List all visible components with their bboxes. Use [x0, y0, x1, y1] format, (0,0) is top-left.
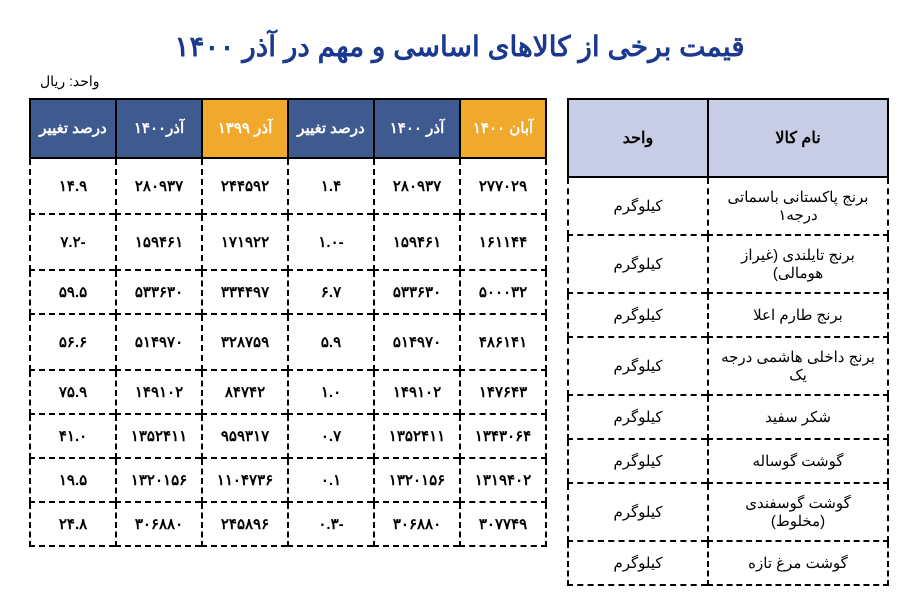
data-cell: ۲۴۴۵۹۲ [202, 158, 288, 214]
item-name: گوشت گوسفندی (مخلوط) [708, 483, 888, 541]
data-cell: ۵۳۳۶۳۰ [116, 270, 202, 314]
item-name: گوشت مرغ تازه [708, 541, 888, 585]
table-row: ۱۴۷۶۴۳۱۴۹۱۰۲۱.۰۸۴۷۴۲۱۴۹۱۰۲۷۵.۹ [30, 370, 546, 414]
table-row: ۳۰۷۷۴۹۳۰۶۸۸۰-۰.۳۲۴۵۸۹۶۳۰۶۸۸۰۲۴.۸ [30, 502, 546, 546]
items-header-name: نام کالا [708, 99, 888, 177]
data-header-1: آذر ۱۴۰۰ [374, 99, 460, 158]
data-cell: ۱.۴ [288, 158, 374, 214]
table-row: ۱۳۴۳۰۶۴۱۳۵۲۴۱۱۰.۷۹۵۹۳۱۷۱۳۵۲۴۱۱۴۱.۰ [30, 414, 546, 458]
table-row: ۴۸۶۱۴۱۵۱۴۹۷۰۵.۹۳۲۸۷۵۹۵۱۴۹۷۰۵۶.۶ [30, 314, 546, 370]
data-cell: ۳۲۸۷۵۹ [202, 314, 288, 370]
data-cell: ۳۰۷۷۴۹ [460, 502, 546, 546]
item-unit: کیلوگرم [568, 541, 708, 585]
tables-container: نام کالا واحد برنج پاکستانی باسماتی درجه… [30, 98, 889, 586]
table-row: گوشت مرغ تازهکیلوگرم [568, 541, 888, 585]
item-unit: کیلوگرم [568, 439, 708, 483]
item-unit: کیلوگرم [568, 395, 708, 439]
data-cell: ۳۰۶۸۸۰ [374, 502, 460, 546]
items-table: نام کالا واحد برنج پاکستانی باسماتی درجه… [567, 98, 889, 586]
table-row: برنج داخلی هاشمی درجه یککیلوگرم [568, 337, 888, 395]
table-row: برنج طارم اعلاکیلوگرم [568, 293, 888, 337]
item-unit: کیلوگرم [568, 337, 708, 395]
data-cell: ۱۹.۵ [30, 458, 116, 502]
data-cell: ۹۵۹۳۱۷ [202, 414, 288, 458]
table-row: برنج پاکستانی باسماتی درجه۱کیلوگرم [568, 177, 888, 235]
data-cell: -۷.۲ [30, 214, 116, 270]
data-cell: ۱۳۵۲۴۱۱ [116, 414, 202, 458]
data-cell: ۷۵.۹ [30, 370, 116, 414]
data-cell: -۱.۰ [288, 214, 374, 270]
data-header-row: آبان ۱۴۰۰ آذر ۱۴۰۰ درصد تغییر آذر ۱۳۹۹ آ… [30, 99, 546, 158]
data-cell: ۳۰۶۸۸۰ [116, 502, 202, 546]
data-cell: ۴۸۶۱۴۱ [460, 314, 546, 370]
items-header-unit: واحد [568, 99, 708, 177]
item-unit: کیلوگرم [568, 483, 708, 541]
item-unit: کیلوگرم [568, 293, 708, 337]
data-cell: ۵۹.۵ [30, 270, 116, 314]
data-cell: ۱۴۹۱۰۲ [116, 370, 202, 414]
data-cell: ۵.۹ [288, 314, 374, 370]
unit-label: واحد: ریال [30, 73, 889, 90]
data-cell: ۱۳۱۹۴۰۲ [460, 458, 546, 502]
data-cell: -۰.۳ [288, 502, 374, 546]
data-cell: ۱۴۹۱۰۲ [374, 370, 460, 414]
table-row: شکر سفیدکیلوگرم [568, 395, 888, 439]
item-name: برنج پاکستانی باسماتی درجه۱ [708, 177, 888, 235]
data-cell: ۱۴۷۶۴۳ [460, 370, 546, 414]
table-row: برنج تایلندی (غیراز هومالی)کیلوگرم [568, 235, 888, 293]
data-cell: ۱۶۱۱۴۴ [460, 214, 546, 270]
item-name: شکر سفید [708, 395, 888, 439]
data-table: آبان ۱۴۰۰ آذر ۱۴۰۰ درصد تغییر آذر ۱۳۹۹ آ… [29, 98, 547, 547]
data-header-2: درصد تغییر [288, 99, 374, 158]
item-name: برنج داخلی هاشمی درجه یک [708, 337, 888, 395]
item-unit: کیلوگرم [568, 177, 708, 235]
data-tbody: ۲۷۷۰۲۹۲۸۰۹۳۷۱.۴۲۴۴۵۹۲۲۸۰۹۳۷۱۴.۹ ۱۶۱۱۴۴۱۵… [30, 158, 546, 546]
item-unit: کیلوگرم [568, 235, 708, 293]
data-cell: ۲۸۰۹۳۷ [374, 158, 460, 214]
data-cell: ۰.۱ [288, 458, 374, 502]
item-name: گوشت گوساله [708, 439, 888, 483]
data-cell: ۲۸۰۹۳۷ [116, 158, 202, 214]
data-cell: ۲۷۷۰۲۹ [460, 158, 546, 214]
data-cell: ۱۳۲۰۱۵۶ [374, 458, 460, 502]
data-cell: ۱۳۴۳۰۶۴ [460, 414, 546, 458]
data-cell: ۱۱۰۴۷۳۶ [202, 458, 288, 502]
data-cell: ۶.۷ [288, 270, 374, 314]
data-cell: ۱۵۹۴۶۱ [116, 214, 202, 270]
data-cell: ۱۴.۹ [30, 158, 116, 214]
data-cell: ۳۳۴۴۹۷ [202, 270, 288, 314]
table-row: گوشت گوسفندی (مخلوط)کیلوگرم [568, 483, 888, 541]
table-row: گوشت گوسالهکیلوگرم [568, 439, 888, 483]
items-tbody: برنج پاکستانی باسماتی درجه۱کیلوگرم برنج … [568, 177, 888, 585]
data-cell: ۵۱۴۹۷۰ [116, 314, 202, 370]
data-cell: ۸۴۷۴۲ [202, 370, 288, 414]
table-row: ۲۷۷۰۲۹۲۸۰۹۳۷۱.۴۲۴۴۵۹۲۲۸۰۹۳۷۱۴.۹ [30, 158, 546, 214]
data-header-3: آذر ۱۳۹۹ [202, 99, 288, 158]
data-header-5: درصد تغییر [30, 99, 116, 158]
item-name: برنج تایلندی (غیراز هومالی) [708, 235, 888, 293]
data-cell: ۱۷۱۹۲۲ [202, 214, 288, 270]
data-cell: ۵۳۳۶۳۰ [374, 270, 460, 314]
data-cell: ۲۴۵۸۹۶ [202, 502, 288, 546]
data-cell: ۵۶.۶ [30, 314, 116, 370]
data-cell: ۲۴.۸ [30, 502, 116, 546]
data-cell: ۱.۰ [288, 370, 374, 414]
item-name: برنج طارم اعلا [708, 293, 888, 337]
data-cell: ۵۱۴۹۷۰ [374, 314, 460, 370]
table-row: ۱۶۱۱۴۴۱۵۹۴۶۱-۱.۰۱۷۱۹۲۲۱۵۹۴۶۱-۷.۲ [30, 214, 546, 270]
data-cell: ۴۱.۰ [30, 414, 116, 458]
table-row: ۵۰۰۰۳۲۵۳۳۶۳۰۶.۷۳۳۴۴۹۷۵۳۳۶۳۰۵۹.۵ [30, 270, 546, 314]
page-title: قیمت برخی از کالاهای اساسی و مهم در آذر … [30, 30, 889, 63]
data-header-4: آذر۱۴۰۰ [116, 99, 202, 158]
data-cell: ۱۳۲۰۱۵۶ [116, 458, 202, 502]
data-cell: ۱۵۹۴۶۱ [374, 214, 460, 270]
data-cell: ۰.۷ [288, 414, 374, 458]
data-cell: ۱۳۵۲۴۱۱ [374, 414, 460, 458]
data-cell: ۵۰۰۰۳۲ [460, 270, 546, 314]
data-header-0: آبان ۱۴۰۰ [460, 99, 546, 158]
table-row: ۱۳۱۹۴۰۲۱۳۲۰۱۵۶۰.۱۱۱۰۴۷۳۶۱۳۲۰۱۵۶۱۹.۵ [30, 458, 546, 502]
